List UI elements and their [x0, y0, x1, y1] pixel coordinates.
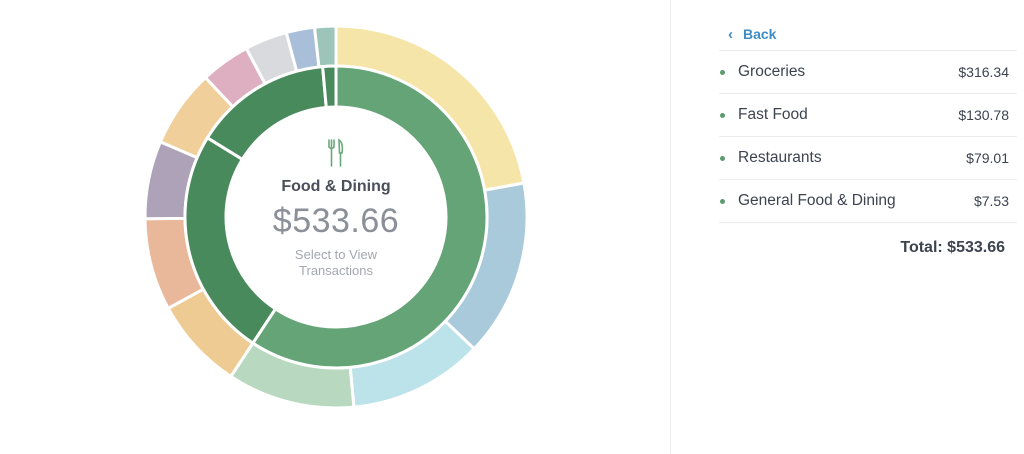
subcategory-amount: $316.34 [958, 64, 1009, 80]
panel-divider [670, 0, 671, 454]
outer-slice-12[interactable] [312, 24, 338, 69]
donut-svg[interactable] [0, 0, 670, 454]
category-title: Food & Dining [281, 178, 391, 195]
view-transactions-hint[interactable]: Select to View Transactions [236, 247, 436, 279]
category-amount: $533.66 [272, 202, 400, 240]
bullet-dot [720, 112, 725, 118]
subcategory-row-general-food-dining[interactable]: General Food & Dining $7.53 [719, 180, 1017, 223]
hint-line-1: Select to View [294, 247, 378, 262]
subcategory-row-fast-food[interactable]: Fast Food $130.78 [719, 94, 1017, 137]
subcategory-list: Groceries $316.34 Fast Food $130.78 Rest… [719, 50, 1017, 223]
subcategory-label: Groceries [738, 63, 806, 80]
donut-center[interactable]: Food & Dining $533.66 Select to View Tra… [236, 138, 436, 279]
subcategory-label: General Food & Dining [738, 192, 896, 209]
subcategory-row-restaurants[interactable]: Restaurants $79.01 [719, 137, 1017, 180]
subcategory-amount: $7.53 [973, 193, 1009, 209]
back-label: Back [743, 26, 777, 42]
outer-ring[interactable] [143, 24, 529, 410]
subcategory-label: Restaurants [738, 149, 822, 166]
inner-ring[interactable] [183, 64, 489, 370]
category-breakdown-panel: ‹ Back Groceries $316.34 Fast Food $130.… [719, 22, 1017, 257]
bullet-dot [720, 198, 725, 204]
subcategory-label: Fast Food [738, 106, 808, 123]
bullet-dot [720, 155, 725, 161]
hint-line-2: Transactions [299, 263, 373, 278]
spending-donut-chart[interactable]: Food & Dining $533.66 Select to View Tra… [0, 0, 670, 454]
total-amount: Total: $533.66 [900, 239, 1005, 256]
inner-slice-1[interactable] [250, 64, 489, 370]
subcategory-row-groceries[interactable]: Groceries $316.34 [719, 51, 1017, 94]
subcategory-amount: $79.01 [966, 150, 1009, 166]
back-button[interactable]: ‹ Back [719, 22, 1017, 46]
bullet-dot [720, 69, 725, 75]
subcategory-amount: $130.78 [958, 107, 1009, 123]
fork-knife-icon [328, 138, 344, 167]
chevron-left-icon: ‹ [728, 25, 733, 43]
inner-slice-4[interactable] [321, 64, 338, 110]
